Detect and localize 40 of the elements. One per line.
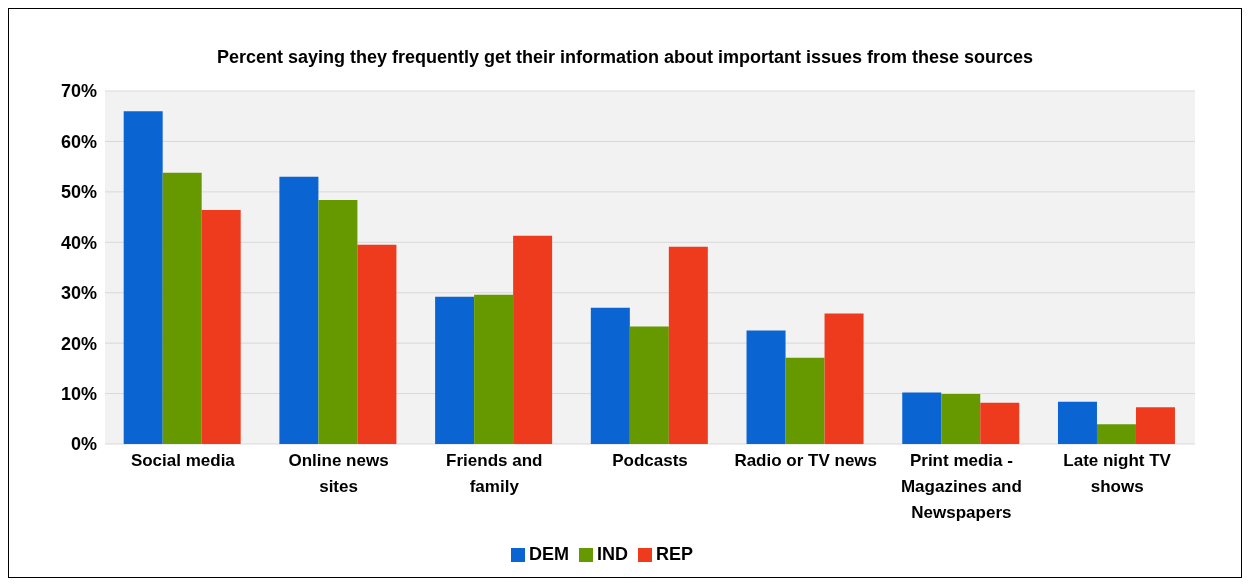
bar	[941, 394, 981, 444]
bar	[902, 392, 942, 444]
x-tick-label: Print media - Magazines and Newspapers	[900, 451, 1022, 522]
bar	[1135, 407, 1175, 444]
bar	[1057, 401, 1097, 444]
bar	[357, 244, 397, 444]
y-tick-label: 0%	[70, 434, 97, 455]
bar	[201, 210, 241, 444]
x-tick-label: Friends and family	[446, 451, 543, 496]
bar	[435, 296, 475, 444]
x-tick-label: Radio or TV news	[734, 451, 878, 470]
chart-title: Percent saying they frequently get their information about important issues from these sources	[215, 47, 1035, 69]
bar	[785, 357, 825, 444]
bar	[824, 313, 864, 444]
legend-label: REP	[655, 544, 693, 564]
x-tick-label: Late night TV shows	[1063, 451, 1172, 496]
bar	[746, 330, 786, 444]
x-tick-label: Online news sites	[288, 451, 389, 496]
y-tick-label: 50%	[60, 182, 97, 203]
bar	[629, 326, 669, 444]
x-tick-label: Podcasts	[612, 451, 688, 470]
bar	[318, 199, 358, 444]
bar	[980, 402, 1020, 444]
x-tick-label: Social media	[130, 451, 236, 470]
legend-label: IND	[596, 544, 628, 564]
bar	[1096, 424, 1136, 444]
bar	[123, 111, 163, 444]
y-tick-label: 30%	[60, 283, 97, 304]
bar	[513, 235, 553, 444]
legend-label: DEM	[528, 544, 569, 564]
y-tick-label: 40%	[60, 232, 97, 253]
y-tick-label: 70%	[60, 81, 97, 102]
bar	[590, 307, 630, 444]
bar	[162, 172, 202, 444]
bar	[474, 294, 514, 444]
y-tick-label: 60%	[60, 131, 97, 152]
y-tick-label: 10%	[60, 383, 97, 404]
bar	[279, 176, 319, 444]
y-tick-label: 20%	[60, 333, 97, 354]
bar	[668, 246, 708, 444]
